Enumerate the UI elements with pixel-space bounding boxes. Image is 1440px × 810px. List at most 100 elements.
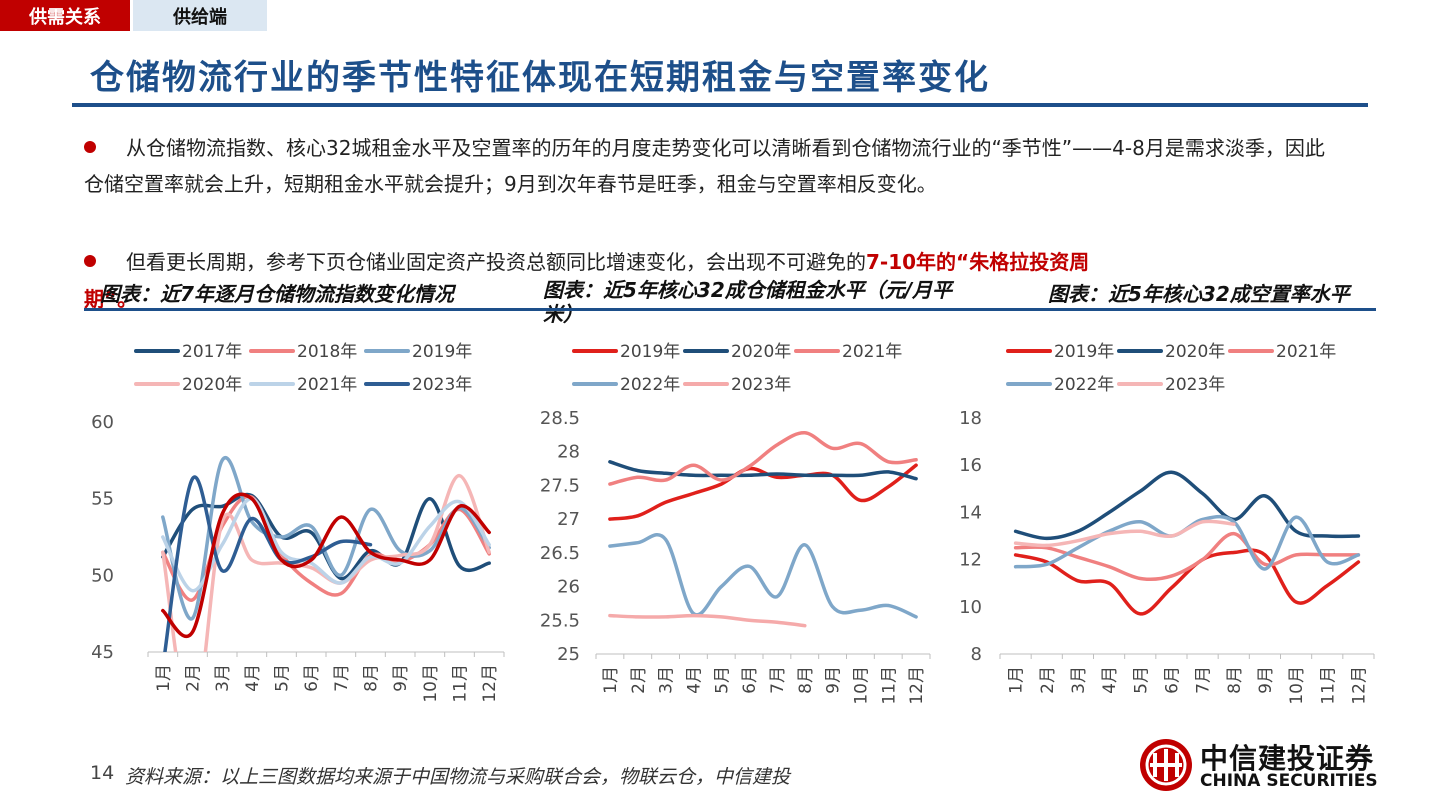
y-tick-label: 26.5: [540, 543, 580, 564]
x-tick-label: 7月: [1194, 666, 1214, 694]
series-line: [608, 613, 807, 628]
tab-supply-side[interactable]: 供给端: [133, 0, 267, 31]
y-tick-label: 25: [557, 644, 580, 665]
x-tick-label: 8月: [796, 666, 816, 694]
bullet-2-text: 但看更长周期，参考下页仓储业固定资产投资总额同比增速变化，会出现不可避免的: [126, 250, 866, 274]
legend-label: 2019年: [412, 342, 472, 362]
y-tick-label: 60: [91, 412, 114, 433]
series-line: [163, 475, 373, 652]
legend-item: 2021年: [794, 342, 902, 362]
x-tick-label: 9月: [391, 664, 411, 692]
y-tick-label: 18: [959, 408, 982, 429]
series-line: [161, 492, 491, 638]
y-tick-label: 26: [557, 577, 580, 598]
x-tick-label: 2月: [629, 666, 649, 694]
company-logo: 中信建投证券 CHINA SECURITIES: [1138, 737, 1378, 797]
series-line: [161, 473, 491, 652]
legend-label: 2018年: [297, 342, 357, 362]
series-line: [1013, 470, 1361, 541]
legend-label: 2022年: [1054, 375, 1114, 395]
x-tick-label: 5月: [273, 664, 293, 692]
x-tick-label: 9月: [824, 666, 844, 694]
y-tick-label: 12: [959, 550, 982, 571]
chart-warehouse-index: 2017年 2018年 2019年 2020年 2021年 2023年 45 50 55 60 1月…: [91, 342, 505, 703]
series-line: [1013, 548, 1361, 616]
y-tick-label: 45: [91, 642, 114, 663]
series-line: [608, 463, 918, 521]
x-tick-label: 5月: [712, 666, 732, 694]
series-line: [608, 431, 918, 486]
series-line: [608, 533, 918, 619]
bullet-2-tail: 期”。: [84, 287, 138, 311]
x-tick-label: 10月: [421, 664, 441, 703]
y-tick-label: 16: [959, 455, 982, 476]
legend-item: 2023年: [1117, 375, 1225, 395]
x-tick-label: 8月: [1225, 666, 1245, 694]
title-divider: [72, 103, 1368, 107]
legend-item: 2023年: [683, 375, 791, 395]
x-tick-label: 3月: [1069, 666, 1089, 694]
chart-3-title: 图表：近5年核心32成空置率水平: [1048, 282, 1350, 306]
legend-label: 2017年: [182, 342, 242, 362]
x-tick-label: 2月: [1038, 666, 1058, 694]
x-tick-label: 6月: [302, 664, 322, 692]
x-tick-label: 1月: [601, 666, 621, 694]
legend-label: 2023年: [412, 375, 472, 395]
legend-label: 2021年: [1276, 342, 1336, 362]
x-tick-label: 1月: [1007, 666, 1027, 694]
x-tick-label: 12月: [1349, 666, 1369, 705]
x-tick-label: 11月: [1318, 666, 1338, 705]
y-tick-label: 8: [971, 644, 982, 665]
bullet-2: 但看更长周期，参考下页仓储业固定资产投资总额同比增速变化，会出现不可避免的7-1…: [84, 244, 1344, 280]
source-note: 资料来源：以上三图数据均来源于中国物流与采购联合会，物联云仓，中信建投: [125, 766, 791, 788]
bullet-dot-icon: [84, 255, 96, 267]
logo-cn-text: 中信建投证券: [1200, 742, 1375, 775]
legend-label: 2023年: [1165, 375, 1225, 395]
x-tick-label: 4月: [1100, 666, 1120, 694]
y-tick-label: 25.5: [540, 610, 580, 631]
tab-supply-demand[interactable]: 供需关系: [0, 0, 130, 31]
x-tick-label: 2月: [184, 664, 204, 692]
chart-rent-level: 2019年 2020年 2021年 2022年 2023年 25 25.5 26 26.5 27 2…: [540, 342, 931, 705]
legend-label: 2019年: [620, 342, 680, 362]
legend-item: 2019年: [572, 342, 680, 362]
x-tick-label: 5月: [1131, 666, 1151, 694]
legend-label: 2022年: [620, 375, 680, 395]
china-securities-logo-icon: [1140, 739, 1192, 791]
y-tick-label: 10: [959, 597, 982, 618]
x-tick-label: 1月: [154, 664, 174, 692]
x-tick-label: 8月: [362, 664, 382, 692]
legend-item: 2020年: [134, 375, 242, 395]
x-tick-label: 3月: [657, 666, 677, 694]
legend-item: 2017年: [134, 342, 242, 362]
x-tick-label: 4月: [243, 664, 263, 692]
chart-1-title: 图表：近7年逐月仓储物流指数变化情况: [100, 282, 454, 306]
legend-item: 2022年: [1006, 375, 1114, 395]
legend-label: 2021年: [842, 342, 902, 362]
legend-label: 2023年: [731, 375, 791, 395]
y-tick-label: 28: [557, 442, 580, 463]
logo-en-text: CHINA SECURITIES: [1200, 771, 1378, 791]
legend-label: 2020年: [1165, 342, 1225, 362]
series-line: [1013, 531, 1361, 582]
chart-2-title: 图表：近5年核心32成仓储租金水平（元/月平米）: [543, 278, 953, 326]
y-tick-label: 50: [91, 565, 114, 586]
x-tick-label: 3月: [213, 664, 233, 692]
legend-label: 2021年: [297, 375, 357, 395]
x-tick-label: 10月: [1287, 666, 1307, 705]
legend-item: 2021年: [1228, 342, 1336, 362]
bullet-1-text: 从仓储物流指数、核心32城租金水平及空置率的历年的月度走势变化可以清晰看到仓储物…: [84, 136, 1325, 196]
y-tick-label: 14: [959, 502, 982, 523]
series-line: [161, 456, 491, 621]
y-tick-label: 27.5: [540, 475, 580, 496]
legend-item: 2020年: [1117, 342, 1225, 362]
series-line: [608, 460, 918, 481]
page-number: 14: [90, 762, 115, 784]
bullet-dot-icon: [84, 141, 96, 153]
x-tick-label: 6月: [740, 666, 760, 694]
x-tick-label: 4月: [684, 666, 704, 694]
x-tick-label: 7月: [332, 664, 352, 692]
bullet-1: 从仓储物流指数、核心32城租金水平及空置率的历年的月度走势变化可以清晰看到仓储物…: [84, 130, 1344, 202]
series-line: [1013, 519, 1236, 548]
legend-item: 2021年: [249, 375, 357, 395]
